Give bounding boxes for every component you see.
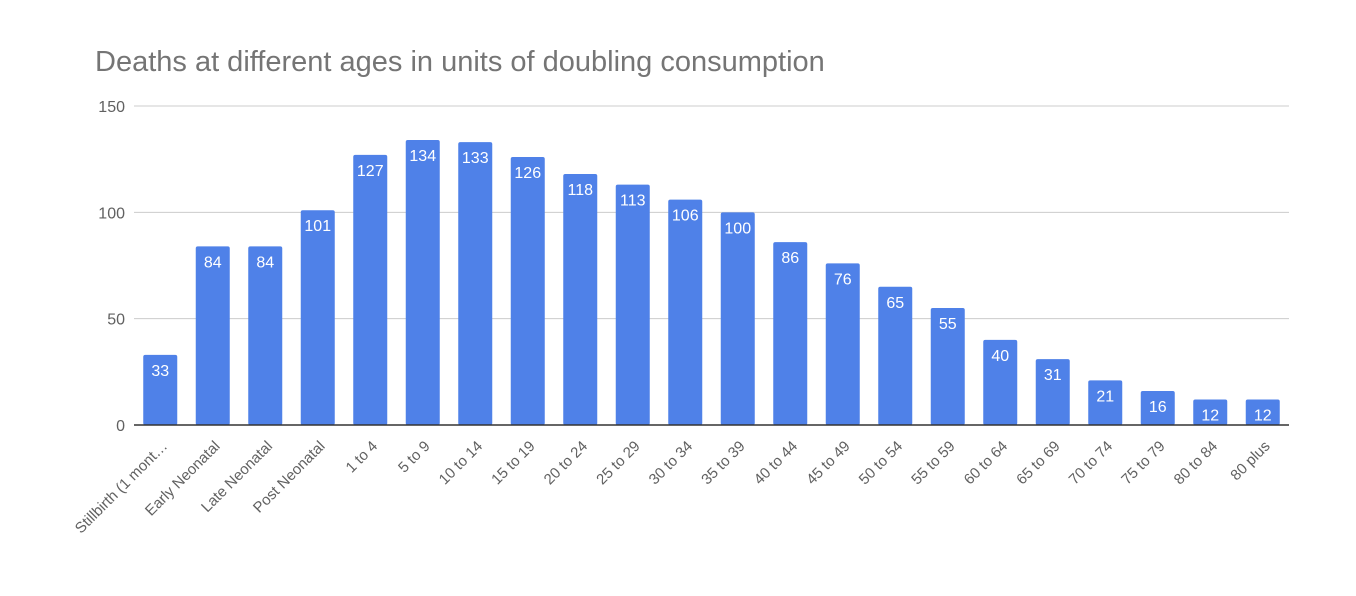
x-tick-label: 65 to 69 xyxy=(1013,438,1063,488)
y-tick-label: 50 xyxy=(107,312,125,329)
bar xyxy=(668,199,703,425)
bar xyxy=(353,154,388,425)
data-label: 101 xyxy=(304,218,331,235)
data-label: 84 xyxy=(204,254,222,271)
x-tick-label: 45 to 49 xyxy=(803,438,853,488)
bar xyxy=(720,212,755,425)
data-label: 133 xyxy=(462,150,489,167)
x-tick-label: 55 to 59 xyxy=(908,438,958,488)
bar xyxy=(300,210,335,425)
data-label: 134 xyxy=(409,148,436,165)
data-label: 21 xyxy=(1096,388,1114,405)
y-tick-label: 100 xyxy=(98,205,125,222)
bar xyxy=(1245,399,1280,425)
x-tick-label: 80 plus xyxy=(1227,438,1273,484)
data-label: 127 xyxy=(357,163,384,180)
bar xyxy=(405,140,440,425)
x-tick-label: 10 to 14 xyxy=(436,438,486,488)
bar xyxy=(1088,380,1123,425)
x-tick-label: 75 to 79 xyxy=(1118,438,1168,488)
bar xyxy=(143,354,178,425)
chart-title: Deaths at different ages in units of dou… xyxy=(95,46,825,78)
bar xyxy=(195,246,230,425)
bar xyxy=(248,246,283,425)
bar xyxy=(510,157,545,426)
bar xyxy=(1193,399,1228,425)
bar xyxy=(878,286,913,425)
data-label: 12 xyxy=(1254,407,1272,424)
x-tick-label: Stillbirth (1 mont… xyxy=(72,438,171,537)
x-tick-label: 70 to 74 xyxy=(1066,438,1116,488)
data-label: 65 xyxy=(886,295,904,312)
data-label: 84 xyxy=(256,254,274,271)
x-tick-label: 80 to 84 xyxy=(1171,438,1221,488)
x-tick-label: 40 to 44 xyxy=(751,438,801,488)
y-tick-label: 0 xyxy=(116,418,125,435)
bar xyxy=(773,242,808,425)
bar xyxy=(563,174,598,425)
data-label: 40 xyxy=(991,348,1009,365)
y-tick-label: 150 xyxy=(98,99,125,116)
x-tick-label: 50 to 54 xyxy=(856,438,906,488)
data-label: 106 xyxy=(672,208,699,225)
x-tick-label: 35 to 39 xyxy=(698,438,748,488)
data-label: 126 xyxy=(514,165,541,182)
data-label: 31 xyxy=(1044,367,1062,384)
bar xyxy=(825,263,860,425)
x-tick-label: 60 to 64 xyxy=(961,438,1011,488)
x-tick-label: 15 to 19 xyxy=(488,438,538,488)
data-label: 113 xyxy=(620,193,646,210)
data-label: 16 xyxy=(1149,399,1167,416)
data-label: 12 xyxy=(1201,407,1219,424)
bar xyxy=(615,184,650,425)
bar xyxy=(983,339,1018,425)
data-label: 33 xyxy=(151,363,169,380)
bar xyxy=(930,308,965,425)
bar xyxy=(1140,390,1175,425)
data-label: 55 xyxy=(939,316,957,333)
x-tick-label: 20 to 24 xyxy=(541,438,591,488)
x-tick-label: 1 to 4 xyxy=(343,438,382,477)
x-tick-label: 30 to 34 xyxy=(646,438,696,488)
data-label: 118 xyxy=(567,182,593,199)
data-label: 86 xyxy=(781,250,799,267)
bar xyxy=(1035,359,1070,425)
data-label: 100 xyxy=(724,220,751,237)
data-label: 76 xyxy=(834,271,852,288)
bar xyxy=(458,142,493,426)
x-tick-label: 25 to 29 xyxy=(593,438,643,488)
x-tick-label: 5 to 9 xyxy=(395,438,434,477)
